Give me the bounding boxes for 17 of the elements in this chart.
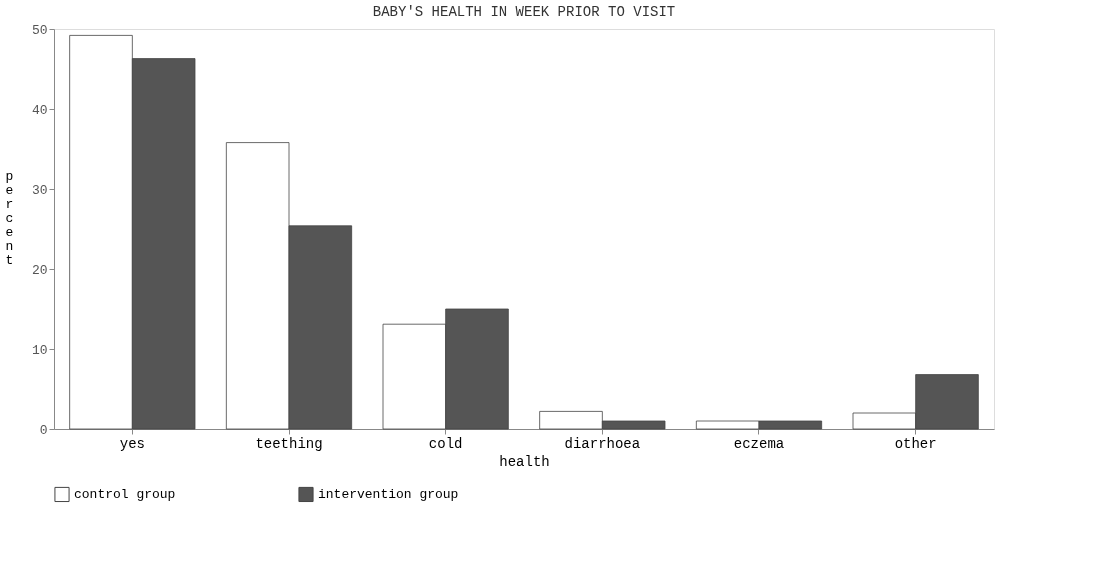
y-tick-label: 40	[31, 102, 48, 118]
legend-label: intervention group	[318, 487, 459, 503]
y-axis-title: percent	[5, 168, 14, 268]
y-tick-label: 10	[31, 342, 48, 358]
x-tick-label: cold	[428, 435, 463, 452]
x-tick-label: yes	[119, 435, 145, 452]
y-tick-label: 20	[31, 262, 48, 278]
x-tick-label: diarrhoea	[564, 435, 641, 452]
x-tick-label: eczema	[733, 435, 785, 452]
chart-title: BABY'S HEALTH IN WEEK PRIOR TO VISIT	[372, 4, 676, 20]
x-tick-label: other	[894, 435, 937, 452]
x-axis-title: health	[499, 453, 550, 470]
x-tick-label: teething	[255, 435, 323, 452]
legend-label: control group	[74, 487, 176, 503]
y-tick-label: 30	[31, 182, 48, 198]
y-tick-label: 50	[31, 22, 48, 38]
y-tick-label: 0	[39, 422, 48, 438]
